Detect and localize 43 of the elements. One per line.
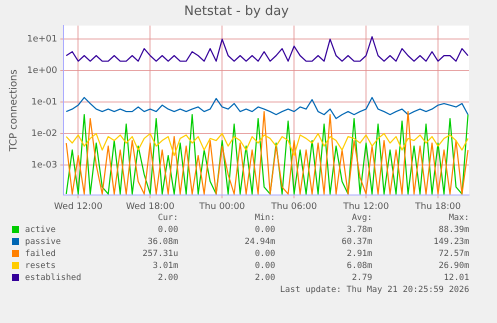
legend-label: established [24, 272, 82, 284]
text: 0.00 [156, 224, 178, 236]
text: 0.00 [254, 260, 276, 272]
text: Last update: Thu May 21 20:25:59 2026 [278, 284, 470, 296]
legend-label: passive [24, 236, 62, 248]
text: Cur: [156, 212, 178, 224]
text: 24.94m [244, 236, 276, 248]
text: 2.79 [350, 272, 372, 284]
text: 0.00 [254, 248, 276, 260]
text: Min: [254, 212, 276, 224]
x-tick-label: Thu 12:00 [342, 202, 390, 212]
text: 3.01m [152, 260, 178, 272]
chart-title: Netstat - by day [184, 4, 290, 20]
text: 3.78m [346, 224, 372, 236]
text: Max: [448, 212, 470, 224]
x-tick-label: Thu 06:00 [270, 202, 318, 212]
legend-label: failed [24, 248, 57, 260]
x-tick-label: Thu 18:00 [414, 202, 462, 212]
y-tick-label: 1e-02 [31, 128, 58, 139]
text: 2.00 [254, 272, 276, 284]
text: 149.23m [432, 236, 470, 248]
text: 60.37m [340, 236, 372, 248]
x-tick-label: Wed 12:00 [54, 202, 103, 212]
x-tick-label: Wed 18:00 [126, 202, 175, 212]
text: 12.01 [442, 272, 470, 284]
x-tick-label: Thu 00:00 [198, 202, 246, 212]
y-tick-label: 1e+00 [26, 66, 58, 76]
y-axis-title: TCP connections [8, 69, 20, 152]
legend-label: active [24, 224, 57, 236]
text: Avg: [350, 212, 372, 224]
y-tick-label: 1e-03 [31, 160, 58, 170]
text: 2.00 [156, 272, 178, 284]
text: 6.08m [346, 260, 372, 272]
text: 0.00 [254, 224, 276, 236]
text: 88.39m [438, 224, 470, 236]
text: 72.57m [438, 248, 470, 260]
text: 2.91m [346, 248, 372, 260]
text: 36.08m [146, 236, 178, 248]
legend-label: resets [24, 260, 57, 272]
y-tick-label: 1e-01 [31, 97, 58, 108]
text: 257.31u [141, 248, 178, 260]
y-tick-label: 1e+01 [26, 34, 58, 45]
text: 26.90m [438, 260, 470, 272]
